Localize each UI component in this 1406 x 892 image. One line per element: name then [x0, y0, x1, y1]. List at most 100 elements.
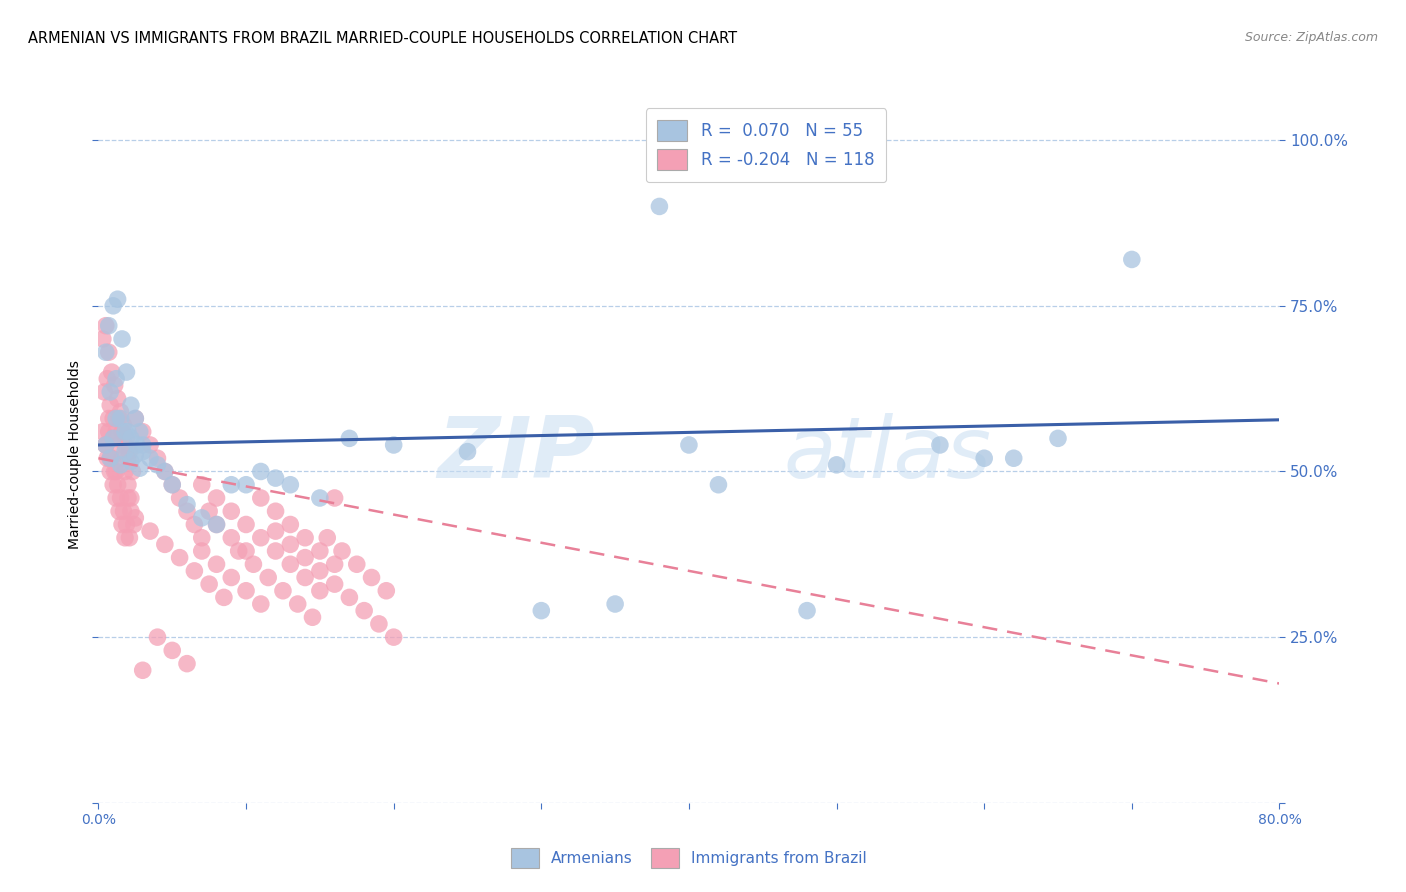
Point [105, 411, 128, 425]
Point [368, 616, 391, 631]
Point [114, 465, 136, 479]
Point [132, 663, 155, 677]
Point [114, 438, 136, 452]
Point [301, 610, 323, 624]
Point [97, 411, 120, 425]
Point [323, 491, 346, 505]
Point [309, 583, 332, 598]
Point [111, 425, 134, 439]
Point [219, 531, 242, 545]
Point [103, 299, 125, 313]
Point [105, 372, 128, 386]
Point [1121, 252, 1143, 267]
Point [309, 564, 332, 578]
Point [120, 431, 142, 445]
Point [323, 558, 346, 572]
Point [219, 570, 242, 584]
Point [103, 411, 125, 425]
Point [346, 558, 368, 572]
Point [257, 570, 280, 584]
Point [98, 451, 121, 466]
Point [153, 537, 176, 551]
Point [146, 630, 169, 644]
Point [98, 451, 121, 466]
Point [118, 444, 141, 458]
Point [360, 570, 382, 584]
Point [98, 384, 121, 399]
Point [375, 583, 398, 598]
Point [94, 318, 117, 333]
Point [183, 564, 205, 578]
Point [139, 438, 162, 452]
Point [112, 418, 135, 433]
Point [120, 398, 142, 412]
Text: atlas: atlas [783, 413, 991, 497]
Point [110, 405, 132, 419]
Point [104, 465, 127, 479]
Point [353, 604, 375, 618]
Point [108, 411, 131, 425]
Point [928, 438, 950, 452]
Point [100, 365, 122, 379]
Point [105, 491, 128, 505]
Point [212, 591, 235, 605]
Point [176, 498, 198, 512]
Text: ZIP: ZIP [437, 413, 595, 497]
Point [91, 425, 114, 439]
Point [108, 438, 131, 452]
Point [114, 444, 136, 458]
Point [110, 458, 132, 472]
Point [117, 491, 139, 505]
Point [205, 558, 228, 572]
Point [235, 517, 257, 532]
Point [120, 454, 142, 468]
Point [294, 570, 316, 584]
Point [176, 657, 198, 671]
Point [191, 531, 214, 545]
Point [219, 477, 242, 491]
Point [118, 531, 141, 545]
Point [605, 597, 627, 611]
Point [97, 345, 120, 359]
Point [235, 544, 257, 558]
Point [198, 577, 221, 591]
Point [278, 477, 302, 491]
Point [191, 477, 214, 491]
Point [128, 425, 150, 439]
Point [530, 604, 553, 618]
Point [973, 451, 995, 466]
Point [287, 597, 309, 611]
Point [250, 531, 273, 545]
Point [114, 531, 136, 545]
Point [169, 550, 191, 565]
Point [176, 504, 198, 518]
Point [94, 345, 117, 359]
Point [108, 504, 131, 518]
Point [205, 517, 228, 532]
Point [162, 477, 183, 491]
Point [132, 438, 155, 452]
Point [97, 318, 120, 333]
Point [91, 332, 114, 346]
Point [330, 544, 353, 558]
Point [124, 511, 146, 525]
Point [121, 465, 143, 479]
Point [94, 438, 117, 452]
Point [107, 392, 129, 406]
Point [219, 504, 242, 518]
Point [117, 451, 139, 466]
Point [707, 477, 730, 491]
Point [153, 465, 176, 479]
Point [250, 491, 273, 505]
Point [205, 517, 228, 532]
Point [117, 425, 139, 439]
Point [278, 537, 302, 551]
Point [278, 558, 302, 572]
Point [111, 451, 134, 466]
Point [191, 544, 214, 558]
Point [264, 544, 287, 558]
Point [98, 398, 121, 412]
Point [198, 504, 221, 518]
Point [98, 465, 121, 479]
Point [382, 438, 405, 452]
